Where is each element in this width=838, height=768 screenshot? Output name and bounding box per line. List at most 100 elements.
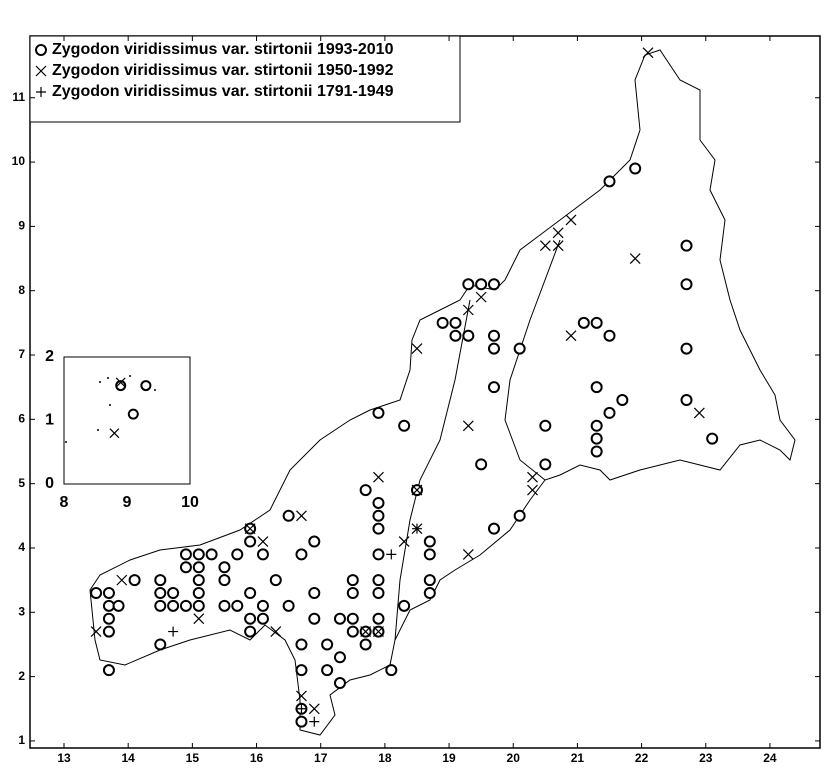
x-tick-label: 18 xyxy=(378,751,392,765)
marker-circle xyxy=(167,599,180,612)
marker-circle xyxy=(449,329,462,342)
marker-circle xyxy=(218,599,231,612)
y-tick-label: 3 xyxy=(18,604,25,618)
marker-circle xyxy=(372,496,385,509)
marker-circle xyxy=(308,586,321,599)
marker-circle xyxy=(513,509,526,522)
marker-circle xyxy=(192,561,205,574)
legend-label: Zygodon viridissimus var. stirtonii 1993… xyxy=(52,41,394,58)
marker-circle xyxy=(629,162,642,175)
marker-circle xyxy=(154,599,167,612)
y-tick-label: 11 xyxy=(12,90,25,104)
marker-circle xyxy=(154,586,167,599)
marker-circle xyxy=(256,599,269,612)
marker-cross xyxy=(90,626,102,638)
marker-cross xyxy=(527,484,538,496)
marker-circle xyxy=(308,535,321,548)
island-dot xyxy=(107,377,109,379)
marker-circle xyxy=(398,599,411,612)
island-dot xyxy=(65,441,67,443)
marker-cross xyxy=(475,291,487,303)
marker-circle xyxy=(706,432,719,445)
marker-circle xyxy=(372,509,385,522)
x-tick-label: 22 xyxy=(635,751,649,765)
x-tick-label: 16 xyxy=(250,751,264,765)
marker-circle xyxy=(244,612,257,625)
marker-circle xyxy=(244,625,257,638)
y-tick-label: 1 xyxy=(45,412,54,429)
marker-circle xyxy=(256,612,269,625)
marker-circle xyxy=(154,638,167,651)
marker-cross xyxy=(270,626,282,638)
marker-circle xyxy=(308,612,321,625)
marker-cross xyxy=(411,343,423,355)
y-tick-label: 7 xyxy=(18,347,25,361)
marker-circle xyxy=(680,394,693,407)
marker-circle xyxy=(128,574,141,587)
marker-circle xyxy=(590,432,603,445)
marker-circle xyxy=(423,586,436,599)
river xyxy=(504,239,561,481)
legend-box xyxy=(29,35,461,123)
y-tick-label: 0 xyxy=(45,475,54,492)
marker-circle xyxy=(513,342,526,355)
island-dot xyxy=(97,429,99,431)
marker-circle xyxy=(282,509,295,522)
marker-cross xyxy=(244,523,256,535)
marker-circle xyxy=(127,408,139,420)
marker-circle xyxy=(372,406,385,419)
marker-circle xyxy=(475,458,488,471)
marker-circle xyxy=(577,316,590,329)
marker-circle xyxy=(140,380,152,392)
marker-plus xyxy=(411,523,422,534)
marker-circle xyxy=(333,612,346,625)
marker-circle xyxy=(487,342,500,355)
marker-circle xyxy=(90,586,103,599)
x-tick-label: 14 xyxy=(122,751,136,765)
marker-circle xyxy=(269,574,282,587)
marker-circle xyxy=(372,548,385,561)
marker-circle xyxy=(295,548,308,561)
marker-circle xyxy=(359,638,372,651)
marker-cross xyxy=(462,304,474,316)
marker-circle xyxy=(244,535,257,548)
marker-cross xyxy=(296,510,307,522)
x-tick-label: 19 xyxy=(442,751,456,765)
coastline xyxy=(89,49,796,736)
marker-cross xyxy=(398,536,410,547)
marker-plus xyxy=(168,626,179,637)
marker-circle xyxy=(385,664,398,677)
x-tick-label: 20 xyxy=(507,751,521,765)
marker-cross xyxy=(373,471,384,483)
marker-circle xyxy=(680,342,693,355)
x-tick-label: 23 xyxy=(699,751,713,765)
marker-circle xyxy=(192,599,205,612)
marker-circle xyxy=(102,664,115,677)
y-tick-label: 1 xyxy=(18,733,25,747)
marker-circle xyxy=(192,548,205,561)
marker-circle xyxy=(192,586,205,599)
marker-circle xyxy=(423,548,436,561)
marker-circle xyxy=(346,625,359,638)
y-tick-label: 5 xyxy=(18,476,25,490)
marker-circle xyxy=(590,419,603,432)
marker-circle xyxy=(295,715,308,728)
marker-circle xyxy=(102,586,115,599)
marker-cross xyxy=(257,536,269,547)
x-tick-label: 10 xyxy=(181,494,199,511)
marker-circle xyxy=(346,612,359,625)
marker-circle xyxy=(102,612,115,625)
marker-cross xyxy=(642,47,654,59)
x-tick-label: 15 xyxy=(186,751,200,765)
marker-cross xyxy=(629,253,641,264)
marker-circle xyxy=(295,638,308,651)
marker-circle xyxy=(218,574,231,587)
marker-circle xyxy=(231,548,244,561)
marker-circle xyxy=(487,381,500,394)
marker-plus xyxy=(296,703,307,714)
x-tick-label: 9 xyxy=(123,494,132,511)
marker-circle xyxy=(539,419,552,432)
x-tick-label: 17 xyxy=(314,751,328,765)
y-tick-label: 10 xyxy=(12,154,26,168)
